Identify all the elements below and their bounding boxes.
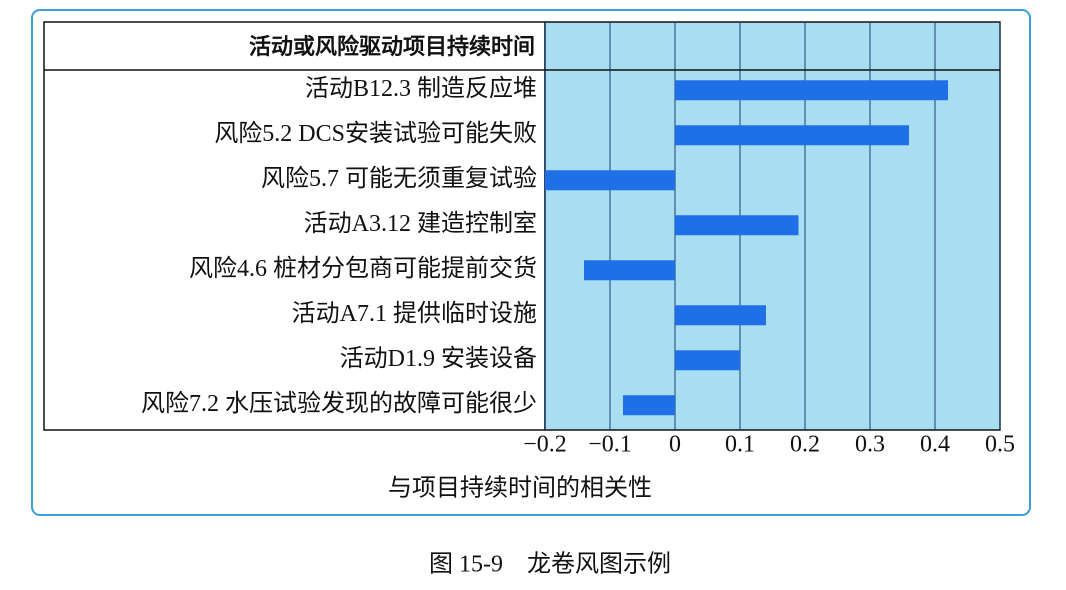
bar <box>623 395 675 416</box>
y-tick-label: 风险5.7 可能无须重复试验 <box>261 165 537 192</box>
column-header: 活动或风险驱动项目持续时间 <box>249 34 535 60</box>
y-tick-label: 风险5.2 DCS安装试验可能失败 <box>214 120 537 147</box>
x-tick-label: −0.2 <box>523 432 567 458</box>
y-tick-label: 风险7.2 水压试验发现的故障可能很少 <box>141 390 537 417</box>
x-tick-label: −0.1 <box>588 432 632 458</box>
x-tick-label: 0.5 <box>985 432 1015 458</box>
y-tick-label: 活动A7.1 提供临时设施 <box>292 300 537 327</box>
bar <box>584 260 675 281</box>
y-tick-label: 活动D1.9 安装设备 <box>340 345 537 372</box>
x-tick-label: 0.4 <box>920 432 950 458</box>
x-axis-label: 与项目持续时间的相关性 <box>388 475 652 502</box>
x-tick-label: 0.1 <box>725 432 755 458</box>
x-tick-label: 0.3 <box>855 432 885 458</box>
x-tick-label: 0.2 <box>790 432 820 458</box>
bar <box>675 305 766 326</box>
bar <box>675 125 909 146</box>
bar <box>675 80 948 101</box>
x-tick-label: 0 <box>669 432 681 458</box>
caption: 图 15-9 龙卷风图示例 <box>429 551 671 578</box>
y-tick-label: 活动B12.3 制造反应堆 <box>305 75 537 102</box>
bar <box>545 170 675 191</box>
label-column <box>43 21 546 431</box>
frame <box>31 9 1031 516</box>
bar <box>675 350 740 371</box>
bar <box>675 215 799 236</box>
y-tick-label: 风险4.6 桩材分包商可能提前交货 <box>189 255 537 282</box>
y-tick-label: 活动A3.12 建造控制室 <box>304 210 537 237</box>
